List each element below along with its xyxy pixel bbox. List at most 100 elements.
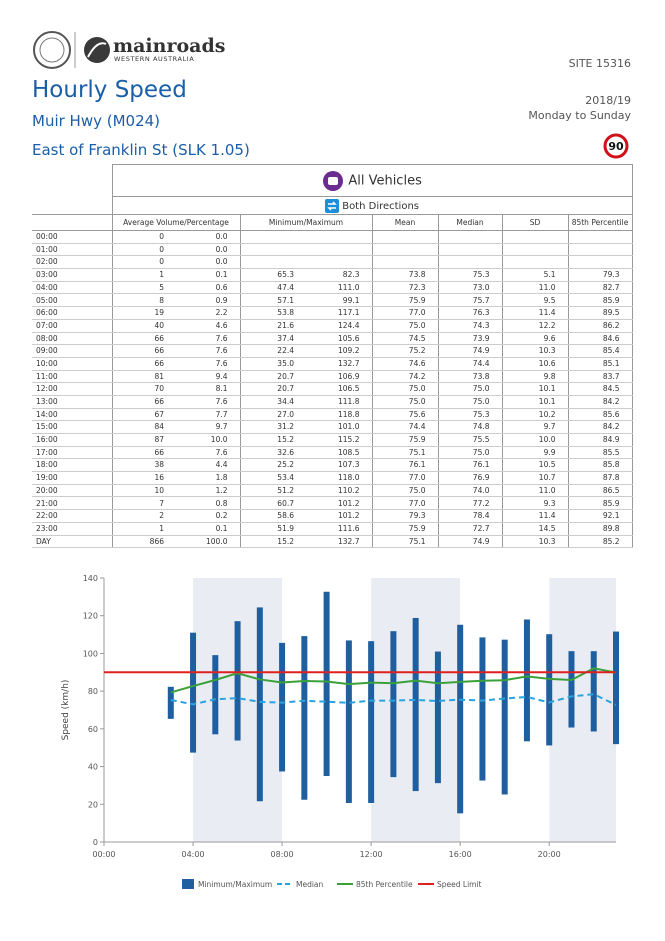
- logo-name: mainroads: [113, 35, 225, 57]
- table-cell: [372, 230, 439, 244]
- table-cell: 74.9: [438, 344, 503, 358]
- table-cell: 05:00: [32, 293, 113, 308]
- table-cell: 7.6: [176, 344, 241, 358]
- table-cell: 0.0: [176, 243, 241, 257]
- table-cell: 85.2: [568, 535, 633, 549]
- table-cell: 7.6: [176, 332, 241, 346]
- table-cell: 09:00: [32, 344, 113, 358]
- table-row: 14:00 67 7.7 27.0 118.8 75.6 75.3 10.2 85.6: [32, 408, 633, 422]
- table-cell: 04:00: [32, 281, 113, 295]
- table-cell: 100.0: [176, 535, 241, 549]
- table-cell: 75.2: [372, 344, 439, 358]
- table-cell: 51.2: [240, 484, 306, 498]
- min-max-bar: [212, 655, 219, 735]
- min-max-bar: [546, 634, 553, 746]
- table-row: 05:00 8 0.9 57.1 99.1 75.9 75.7 9.5 85.9: [32, 293, 633, 308]
- table-cell: 85.9: [568, 293, 633, 308]
- table-cell: 51.9: [240, 522, 306, 536]
- mainroads-icon: [84, 37, 110, 63]
- table-cell: 4.6: [176, 319, 241, 333]
- table-cell: 14.5: [502, 522, 569, 536]
- table-cell: 75.5: [438, 433, 503, 447]
- table-row: 01:00 0 0.0: [32, 243, 633, 257]
- min-max-bar: [323, 591, 330, 776]
- table-cell: 75.1: [372, 535, 439, 549]
- table-cell: 85.8: [568, 458, 633, 473]
- table-cell: [502, 255, 569, 270]
- table-row: 03:00 1 0.1 65.3 82.3 73.8 75.3 5.1 79.3: [32, 268, 633, 282]
- legend-label: Speed Limit: [437, 880, 482, 889]
- table-cell: 10.3: [502, 535, 569, 549]
- table-cell: 16:00: [32, 433, 113, 447]
- table-cell: 75.9: [372, 433, 439, 447]
- table-cell: 10.6: [502, 357, 569, 371]
- table-cell: 10.3: [502, 344, 569, 358]
- table-cell: 03:00: [32, 268, 113, 282]
- table-cell: 83.7: [568, 370, 633, 384]
- table-cell: 57.1: [240, 293, 306, 308]
- table-cell: 81: [112, 370, 176, 384]
- table-cell: 11.4: [502, 509, 569, 523]
- table-cell: 77.2: [438, 496, 503, 511]
- table-row: 18:00 38 4.4 25.2 107.3 76.1 76.1 10.5 85.8: [32, 458, 633, 473]
- table-cell: 21:00: [32, 496, 113, 511]
- table-cell: 60.7: [240, 496, 306, 511]
- legend-label: Median: [296, 880, 324, 889]
- table-cell: [240, 243, 306, 257]
- table-cell: [306, 243, 373, 257]
- table-cell: 32.6: [240, 446, 306, 460]
- min-max-bar: [190, 632, 197, 753]
- table-cell: 108.5: [306, 446, 373, 460]
- table-cell: 19: [112, 306, 176, 320]
- table-cell: 84.2: [568, 395, 633, 409]
- table-cell: 74.3: [438, 319, 503, 333]
- table-cell: 110.2: [306, 484, 373, 498]
- table-cell: 0: [112, 230, 176, 244]
- table-cell: 84.6: [568, 332, 633, 346]
- table-cell: 73.8: [438, 370, 503, 384]
- table-cell: 76.9: [438, 471, 503, 485]
- table-cell: 22:00: [32, 509, 113, 523]
- table-cell: 84.2: [568, 420, 633, 434]
- table-cell: 10.0: [502, 433, 569, 447]
- table-cell: 70: [112, 382, 176, 396]
- y-tick-label: 140: [83, 574, 98, 583]
- table-cell: [240, 255, 306, 270]
- table-cell: 0: [112, 243, 176, 257]
- table-row: 13:00 66 7.6 34.4 111.8 75.0 75.0 10.1 84.2: [32, 395, 633, 409]
- table-cell: 2: [112, 509, 176, 523]
- table-cell: 84.5: [568, 382, 633, 396]
- table-cell: 85.4: [568, 344, 633, 358]
- table-row: 15:00 84 9.7 31.2 101.0 74.4 74.8 9.7 84.2: [32, 420, 633, 434]
- table-cell: 86.5: [568, 484, 633, 498]
- table-cell: 77.0: [372, 496, 439, 511]
- table-cell: 101.2: [306, 509, 373, 523]
- y-axis-label: Speed (km/h): [61, 680, 71, 741]
- table-cell: 78.4: [438, 509, 503, 523]
- table-cell: 12.2: [502, 319, 569, 333]
- table-cell: 10.2: [502, 408, 569, 422]
- table-cell: 115.2: [306, 433, 373, 447]
- table-cell: 76.3: [438, 306, 503, 320]
- table-cell: 40: [112, 319, 176, 333]
- period: 2018/19: [585, 94, 631, 107]
- table-cell: [306, 230, 373, 244]
- table-cell: 75.7: [438, 293, 503, 308]
- table-cell: 65.3: [240, 268, 306, 282]
- table-cell: 76.1: [372, 458, 439, 473]
- table-cell: 58.6: [240, 509, 306, 523]
- table-cell: 53.4: [240, 471, 306, 485]
- table-cell: 89.8: [568, 522, 633, 536]
- table-cell: 75.3: [438, 408, 503, 422]
- table-cell: 16: [112, 471, 176, 485]
- table-cell: 75.0: [438, 395, 503, 409]
- blank-cell: [32, 214, 113, 231]
- table-cell: 75.9: [372, 293, 439, 308]
- table-cell: 35.0: [240, 357, 306, 371]
- table-cell: 0.6: [176, 281, 241, 295]
- table-row: 22:00 2 0.2 58.6 101.2 79.3 78.4 11.4 92.1: [32, 509, 633, 523]
- table-cell: 106.5: [306, 382, 373, 396]
- table-row: 16:00 87 10.0 15.2 115.2 75.9 75.5 10.0 84.9: [32, 433, 633, 447]
- table-cell: 132.7: [306, 535, 373, 549]
